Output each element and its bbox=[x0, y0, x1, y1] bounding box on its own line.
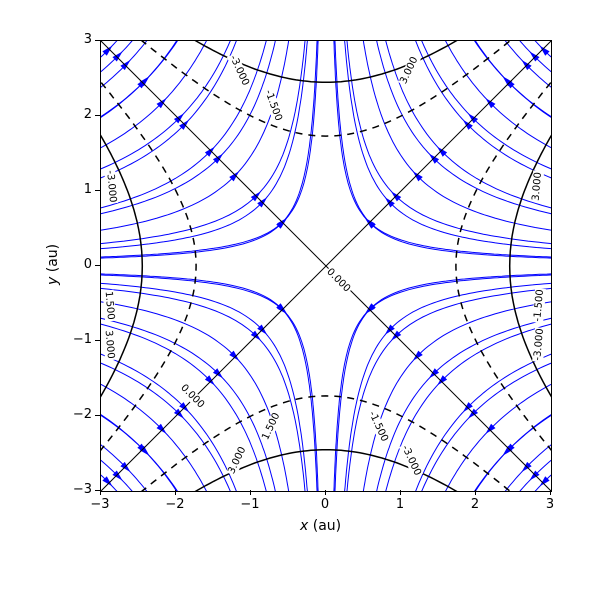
x-tick bbox=[475, 490, 476, 495]
y-tick bbox=[95, 40, 100, 41]
x-tick-label: −2 bbox=[165, 497, 185, 512]
x-tick bbox=[550, 490, 551, 495]
x-tick-label: 1 bbox=[390, 497, 410, 512]
x-tick bbox=[175, 490, 176, 495]
contour-line bbox=[456, 41, 551, 491]
plot-svg bbox=[101, 41, 551, 491]
x-axis-label: x (au) bbox=[300, 518, 341, 534]
figure: -1.500-3.0003.0000.0000.000-3.0001.5003.… bbox=[0, 0, 600, 600]
x-tick-label: 0 bbox=[315, 497, 335, 512]
x-tick-label: −1 bbox=[240, 497, 260, 512]
y-tick-label: 2 bbox=[84, 107, 92, 122]
contour-line bbox=[101, 41, 551, 136]
y-tick-label: −3 bbox=[73, 482, 92, 497]
x-tick-label: 3 bbox=[540, 497, 560, 512]
x-tick bbox=[325, 490, 326, 495]
y-tick-label: 0 bbox=[84, 257, 92, 272]
y-tick bbox=[95, 190, 100, 191]
y-tick bbox=[95, 490, 100, 491]
x-tick bbox=[400, 490, 401, 495]
x-tick bbox=[100, 490, 101, 495]
y-tick-label: −1 bbox=[73, 332, 92, 347]
y-tick bbox=[95, 265, 100, 266]
y-tick-label: 1 bbox=[84, 182, 92, 197]
contour-line bbox=[510, 79, 551, 454]
y-tick-label: 3 bbox=[84, 32, 92, 47]
y-tick-label: −2 bbox=[73, 407, 92, 422]
y-axis-label: y (au) bbox=[45, 244, 61, 285]
plot-area: -1.500-3.0003.0000.0000.000-3.0001.5003.… bbox=[100, 40, 552, 492]
y-tick bbox=[95, 115, 100, 116]
y-tick bbox=[95, 340, 100, 341]
contour-line bbox=[101, 79, 142, 454]
x-tick-label: 2 bbox=[465, 497, 485, 512]
x-tick-label: −3 bbox=[90, 497, 110, 512]
y-tick bbox=[95, 415, 100, 416]
x-tick bbox=[250, 490, 251, 495]
contour-line bbox=[101, 396, 551, 491]
contour-line bbox=[101, 41, 196, 491]
contour-label: 3.000 bbox=[530, 171, 544, 202]
